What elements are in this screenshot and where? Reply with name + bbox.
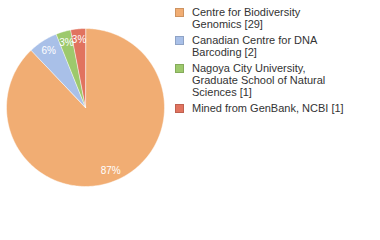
html-text:Mined from GenBank, NCBI [1]: Mined from GenBank, NCBI [1]	[192, 102, 344, 114]
svg-text:3%: 3%	[72, 34, 87, 45]
html-text:Centre for Biodiversity Genomi: Centre for Biodiversity Genomics [29]	[192, 6, 301, 30]
svg-text:6%: 6%	[42, 45, 57, 56]
svg-text:87%: 87%	[101, 165, 121, 176]
html-text:Canadian Centre for DNA Barcod: Canadian Centre for DNA Barcoding [2]	[192, 34, 317, 58]
svg-text:3%: 3%	[59, 36, 74, 48]
html-text:Nagoya City University, Gradua: Nagoya City University, Graduate School …	[192, 62, 326, 98]
